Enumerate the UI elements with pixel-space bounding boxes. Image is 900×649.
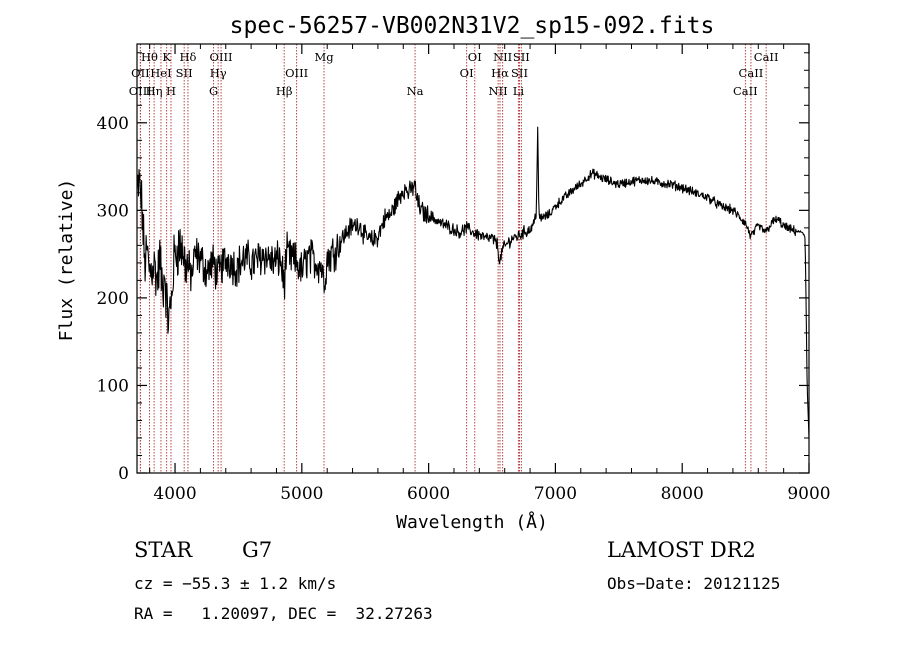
spectral-line-label: OII (131, 66, 150, 80)
axis-ticks: 4000 5000 6000 7000 8000 9000 0 100 200 300 400 (97, 44, 831, 504)
spectral-line-label: Hα (491, 66, 509, 80)
coordinates: RA = 1.20097, DEC = 32.27263 (134, 604, 433, 623)
y-tick-label: 0 (118, 464, 129, 484)
observation-date: Obs−Date: 20121125 (607, 574, 781, 593)
spectral-line-label: OI (460, 66, 474, 80)
spectral-line-label: Mg (314, 50, 334, 64)
spectral-line-label: CaII (733, 84, 758, 98)
spectral-line-label: G (209, 84, 218, 98)
spectral-line-label: H (166, 84, 176, 98)
y-tick-label: 100 (97, 376, 129, 396)
spectral-line-label: Li (513, 84, 525, 98)
x-tick-label: 7000 (534, 484, 577, 504)
spectral-line-label: Hθ (141, 50, 158, 64)
chart-title: spec-56257-VB002N31V2_sp15-092.fits (230, 13, 715, 39)
y-axis-label: Flux (relative) (56, 179, 77, 342)
x-tick-label: 4000 (153, 484, 196, 504)
y-tick-label: 400 (97, 114, 129, 134)
spectral-line-label: SII (513, 50, 530, 64)
spectral-line-label: SII (176, 66, 193, 80)
spectral-line-label: OIII (129, 84, 152, 98)
spectral-line-label: CaII (754, 50, 779, 64)
x-tick-label: 5000 (280, 484, 323, 504)
y-tick-label: 200 (97, 289, 129, 309)
spectral-line-label: OIII (285, 66, 308, 80)
spectral-line-label: Hγ (210, 66, 227, 80)
y-tick-label: 300 (97, 201, 129, 221)
object-class: STAR (134, 538, 193, 562)
spectral-line-label: K (162, 50, 171, 64)
spectrum-line (136, 126, 810, 439)
spectral-line-label: HeI (150, 66, 171, 80)
spectral-line-label: OIII (210, 50, 233, 64)
spectrum-series (136, 126, 810, 439)
spectral-line-label: Hδ (179, 50, 196, 64)
spectral-line-label: CaII (739, 66, 764, 80)
object-subclass: G7 (242, 538, 273, 562)
redshift-velocity: cz = −55.3 ± 1.2 km/s (134, 574, 337, 593)
survey-name: LAMOST DR2 (607, 538, 756, 562)
x-tick-label: 8000 (661, 484, 704, 504)
spectral-line-label: NII (493, 50, 512, 64)
x-tick-label: 9000 (787, 484, 830, 504)
x-tick-label: 6000 (407, 484, 450, 504)
spectral-line-label: Na (407, 84, 424, 98)
spectral-line-label: SII (511, 66, 528, 80)
spectral-line-label: OI (468, 50, 482, 64)
spectral-line-label: Hη (146, 84, 163, 98)
spectral-line-label: Hβ (276, 84, 293, 98)
spectral-line-label: NII (489, 84, 508, 98)
x-axis-label: Wavelength (Å) (396, 511, 548, 533)
plot-frame (136, 43, 810, 474)
